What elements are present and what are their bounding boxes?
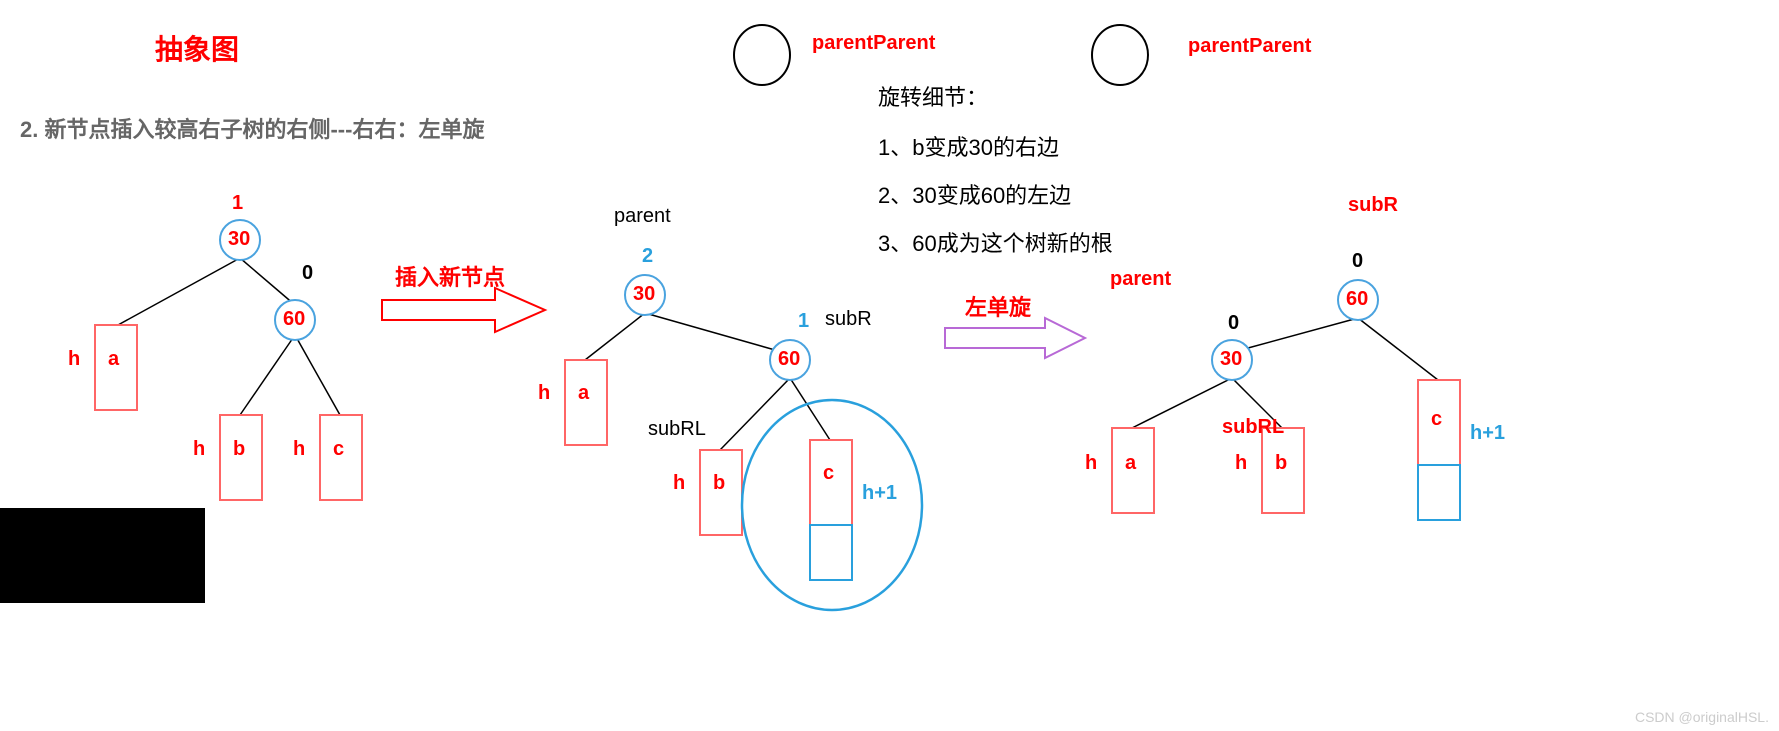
pp-label-1: parentParent [812, 32, 935, 55]
t2-b-h: h [673, 472, 685, 495]
t2-subR-label: subR [825, 308, 872, 331]
t3-c-hp1: h+1 [1470, 422, 1505, 445]
t2-c-hp1: h+1 [862, 482, 897, 505]
t1-n30-bf: 1 [232, 192, 243, 215]
arrow-insert [382, 288, 545, 332]
arrow2-text: 左单旋 [965, 290, 1031, 322]
t3-b-h: h [1235, 452, 1247, 475]
t1-b-h: h [193, 438, 205, 461]
arrow1-text: 插入新节点 [395, 260, 505, 292]
highlight-circle [742, 400, 922, 610]
t2-n60-bf: 1 [798, 310, 809, 333]
t3-n30-val: 30 [1220, 348, 1242, 371]
t3-subRL-label: subRL [1222, 416, 1284, 439]
t1-n30-val: 30 [228, 228, 250, 251]
pp-circle-2 [1092, 25, 1148, 85]
t3-n60-bf: 0 [1352, 250, 1363, 273]
t3-parent-label: parent [1110, 268, 1171, 291]
details-header: 旋转细节： [878, 80, 988, 112]
t1-a-lab: a [108, 348, 119, 371]
t2-box-new [810, 525, 852, 580]
t1-c-h: h [293, 438, 305, 461]
t3-c-lab: c [1431, 408, 1442, 431]
black-occluder [0, 508, 205, 603]
t3-box-new [1418, 465, 1460, 520]
t3-subR-label: subR [1348, 194, 1398, 217]
t2-n30-val: 30 [633, 283, 655, 306]
pp-circle-1 [734, 25, 790, 85]
watermark: CSDN @originalHSL. [1635, 709, 1769, 725]
t3-a-lab: a [1125, 452, 1136, 475]
t1-c-lab: c [333, 438, 344, 461]
t2-a-h: h [538, 382, 550, 405]
t2-n30-bf: 2 [642, 245, 653, 268]
t2-c-lab: c [823, 462, 834, 485]
t1-a-h: h [68, 348, 80, 371]
t3-n30-bf: 0 [1228, 312, 1239, 335]
t2-n60-val: 60 [778, 348, 800, 371]
arrow-rotate [945, 318, 1085, 358]
detail-1: 1、b变成30的右边 [878, 130, 1059, 162]
t2-parent-label: parent [614, 205, 671, 228]
pp-label-2: parentParent [1188, 35, 1311, 58]
subtitle: 2. 新节点插入较高右子树的右侧---右右：左单旋 [20, 112, 484, 144]
t3-a-h: h [1085, 452, 1097, 475]
t3-n60-val: 60 [1346, 288, 1368, 311]
t1-n60-val: 60 [283, 308, 305, 331]
detail-3: 3、60成为这个树新的根 [878, 226, 1113, 258]
t3-b-lab: b [1275, 452, 1287, 475]
t1-b-lab: b [233, 438, 245, 461]
detail-2: 2、30变成60的左边 [878, 178, 1071, 210]
t2-a-lab: a [578, 382, 589, 405]
t1-n60-bf: 0 [302, 262, 313, 285]
t2-b-lab: b [713, 472, 725, 495]
t2-subRL-label: subRL [648, 418, 706, 441]
title: 抽象图 [155, 28, 239, 68]
